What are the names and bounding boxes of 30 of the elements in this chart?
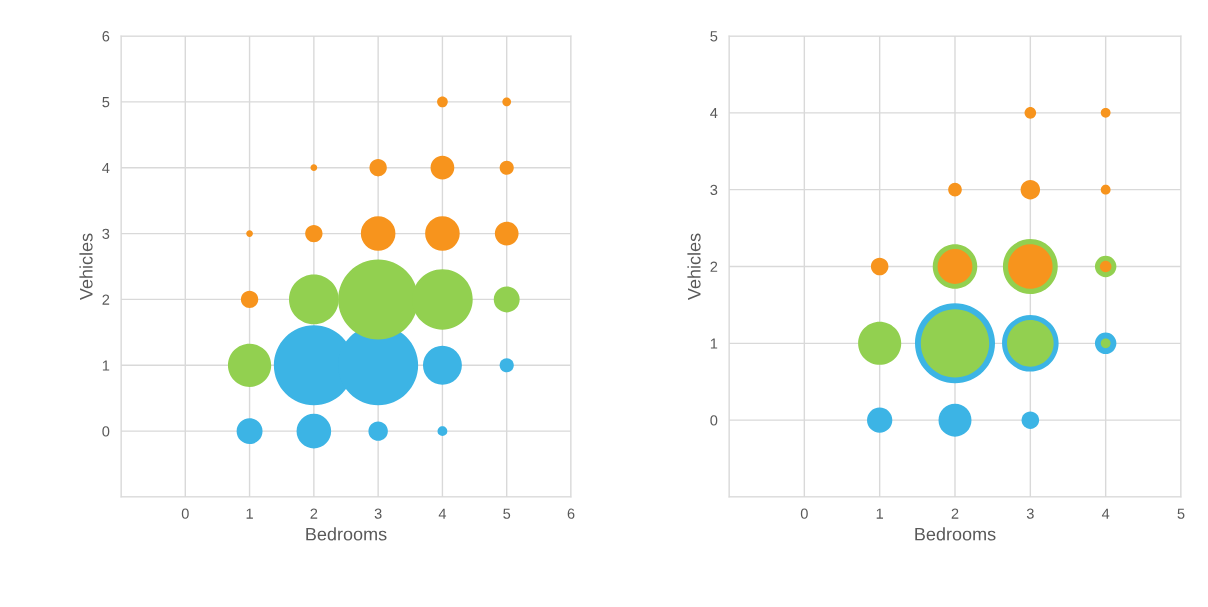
- y-tick-label: 2: [102, 294, 110, 305]
- x-axis-title: Bedrooms: [915, 527, 996, 541]
- y-tick-label: 5: [710, 31, 718, 42]
- x-tick-label: 4: [438, 508, 447, 519]
- x-tick-label: 5: [503, 508, 511, 519]
- x-axis-title: Bedrooms: [306, 527, 387, 541]
- y-tick-label: 1: [102, 360, 110, 371]
- x-tick-label: 2: [310, 508, 318, 519]
- x-tick-label: 1: [246, 508, 253, 519]
- y-tick-label: 4: [710, 108, 718, 119]
- x-tick-label: 0: [181, 508, 189, 519]
- x-tick-label: 0: [800, 508, 808, 519]
- y-tick-label: 2: [710, 261, 718, 272]
- x-tick-label: 4: [1101, 508, 1110, 519]
- y-tick-label: 3: [102, 228, 110, 239]
- x-tick-label: 3: [1026, 508, 1034, 519]
- y-tick-label: 6: [102, 31, 110, 42]
- x-tick-label: 5: [1177, 508, 1185, 519]
- y-tick-label: 0: [710, 415, 718, 426]
- y-tick-label: 5: [102, 97, 110, 108]
- y-tick-label: 1: [710, 338, 718, 349]
- x-tick-label: 3: [374, 508, 382, 519]
- x-tick-label: 6: [567, 508, 575, 519]
- y-tick-label: 4: [102, 162, 110, 173]
- x-tick-label: 2: [951, 508, 959, 519]
- y-axis-title: Vehicles: [79, 233, 93, 301]
- y-tick-label: 0: [102, 426, 110, 437]
- x-tick-label: 1: [876, 508, 884, 519]
- y-axis-title: Vehicles: [687, 233, 701, 301]
- y-tick-label: 3: [710, 184, 718, 196]
